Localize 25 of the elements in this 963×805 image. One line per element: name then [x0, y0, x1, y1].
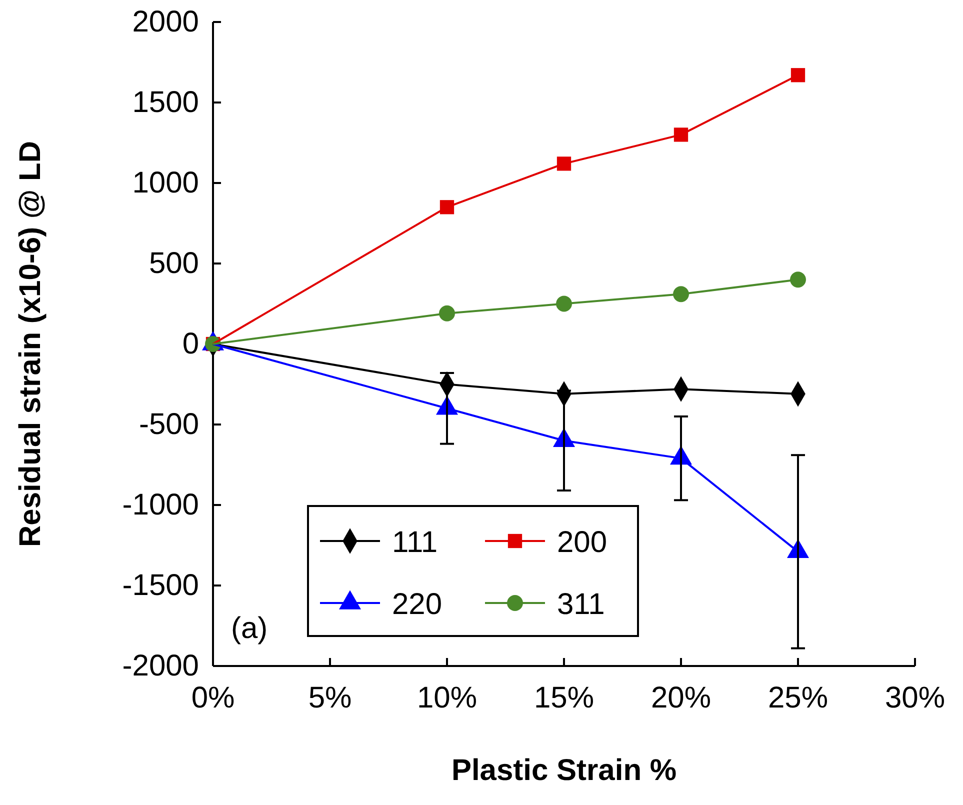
- y-tick-label: 2000: [132, 6, 199, 39]
- x-tick-label: 0%: [191, 681, 235, 714]
- x-tick-label: 25%: [768, 681, 828, 714]
- y-tick-label: 1000: [132, 166, 199, 200]
- y-tick-label: -500: [138, 408, 199, 442]
- point: [790, 272, 806, 288]
- x-tick-label: 10%: [416, 681, 478, 714]
- x-tick-label: 30%: [884, 681, 946, 714]
- legend-label: 220: [392, 588, 442, 621]
- legend-label: 311: [557, 588, 605, 621]
- y-axis-title: Residual strain (x10-6) @ LD: [14, 140, 47, 548]
- annotation: (a): [231, 612, 268, 645]
- y-tick-label: -2000: [122, 650, 199, 683]
- x-tick-label: 5%: [308, 681, 352, 714]
- legend-label: 111: [392, 526, 438, 559]
- y-tick-label: -1000: [122, 488, 199, 522]
- y-tick-label: -1500: [122, 569, 199, 602]
- x-tick-label: 20%: [650, 681, 712, 714]
- x-axis-title: Plastic Strain %: [451, 754, 677, 787]
- x-tick-label: 15%: [534, 681, 594, 714]
- y-tick-label: 0: [182, 328, 199, 361]
- y-tick-label: 1500: [132, 86, 199, 120]
- legend-label: 200: [557, 526, 608, 559]
- point: [790, 68, 806, 82]
- y-tick-label: 500: [148, 247, 199, 280]
